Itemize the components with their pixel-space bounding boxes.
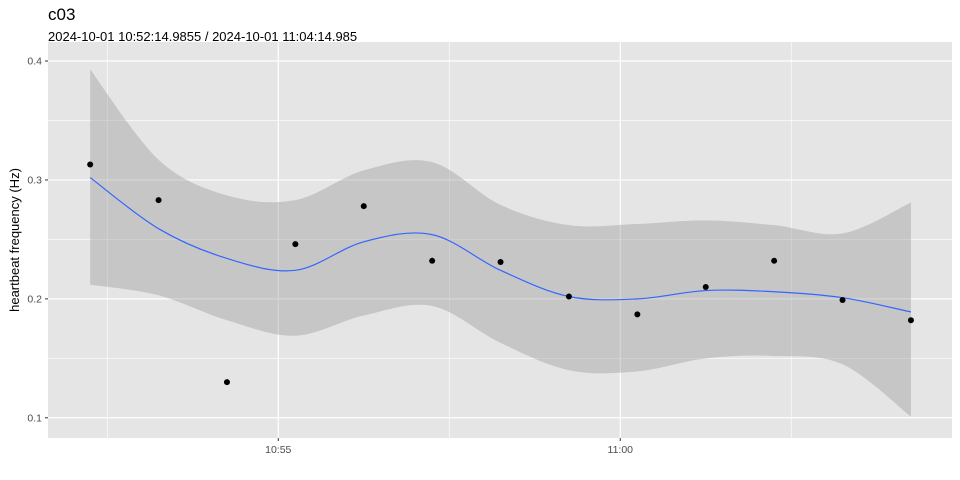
plot-panel [48,42,952,438]
x-tick-label: 10:55 [265,444,291,456]
y-tick-label: 0.1 [27,412,42,424]
y-axis-label: heartbeat frequency (Hz) [7,168,22,312]
confidence-ribbon [90,69,911,417]
chart-subtitle: 2024-10-01 10:52:14.9855 / 2024-10-01 11… [48,29,358,44]
data-point [223,379,230,386]
data-point [634,311,641,318]
y-tick-label: 0.3 [27,174,42,186]
data-point [771,257,778,264]
data-point [292,241,299,248]
data-point [429,257,436,264]
data-point [497,259,504,265]
y-tick-label: 0.2 [27,293,42,305]
y-tick-label: 0.4 [27,56,42,68]
data-point [87,161,94,168]
data-point [155,197,162,204]
data-point [839,297,846,304]
x-tick-label: 11:00 [608,444,634,456]
data-point [360,203,367,210]
data-point [565,293,572,300]
data-point [907,317,914,324]
chart-title: c03 [48,5,76,24]
smooth-line [89,177,912,313]
data-point [702,283,709,290]
